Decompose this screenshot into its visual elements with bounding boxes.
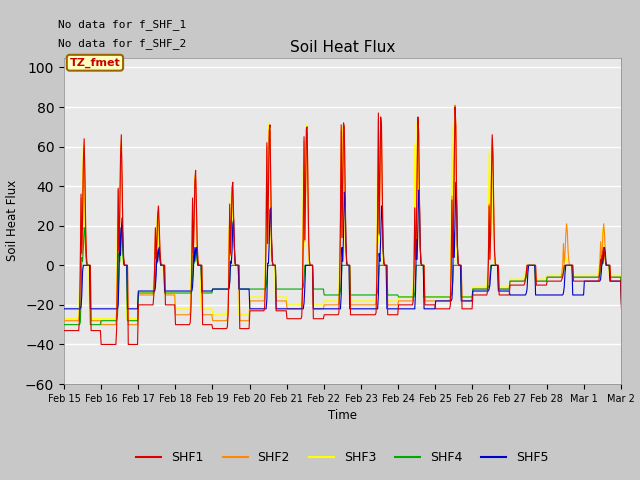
X-axis label: Time: Time [328, 409, 357, 422]
Text: No data for f_SHF_2: No data for f_SHF_2 [58, 38, 186, 49]
Y-axis label: Soil Heat Flux: Soil Heat Flux [6, 180, 19, 262]
Legend: SHF1, SHF2, SHF3, SHF4, SHF5: SHF1, SHF2, SHF3, SHF4, SHF5 [131, 446, 554, 469]
Title: Soil Heat Flux: Soil Heat Flux [290, 40, 395, 55]
Text: No data for f_SHF_1: No data for f_SHF_1 [58, 19, 186, 30]
Text: TZ_fmet: TZ_fmet [70, 58, 120, 68]
